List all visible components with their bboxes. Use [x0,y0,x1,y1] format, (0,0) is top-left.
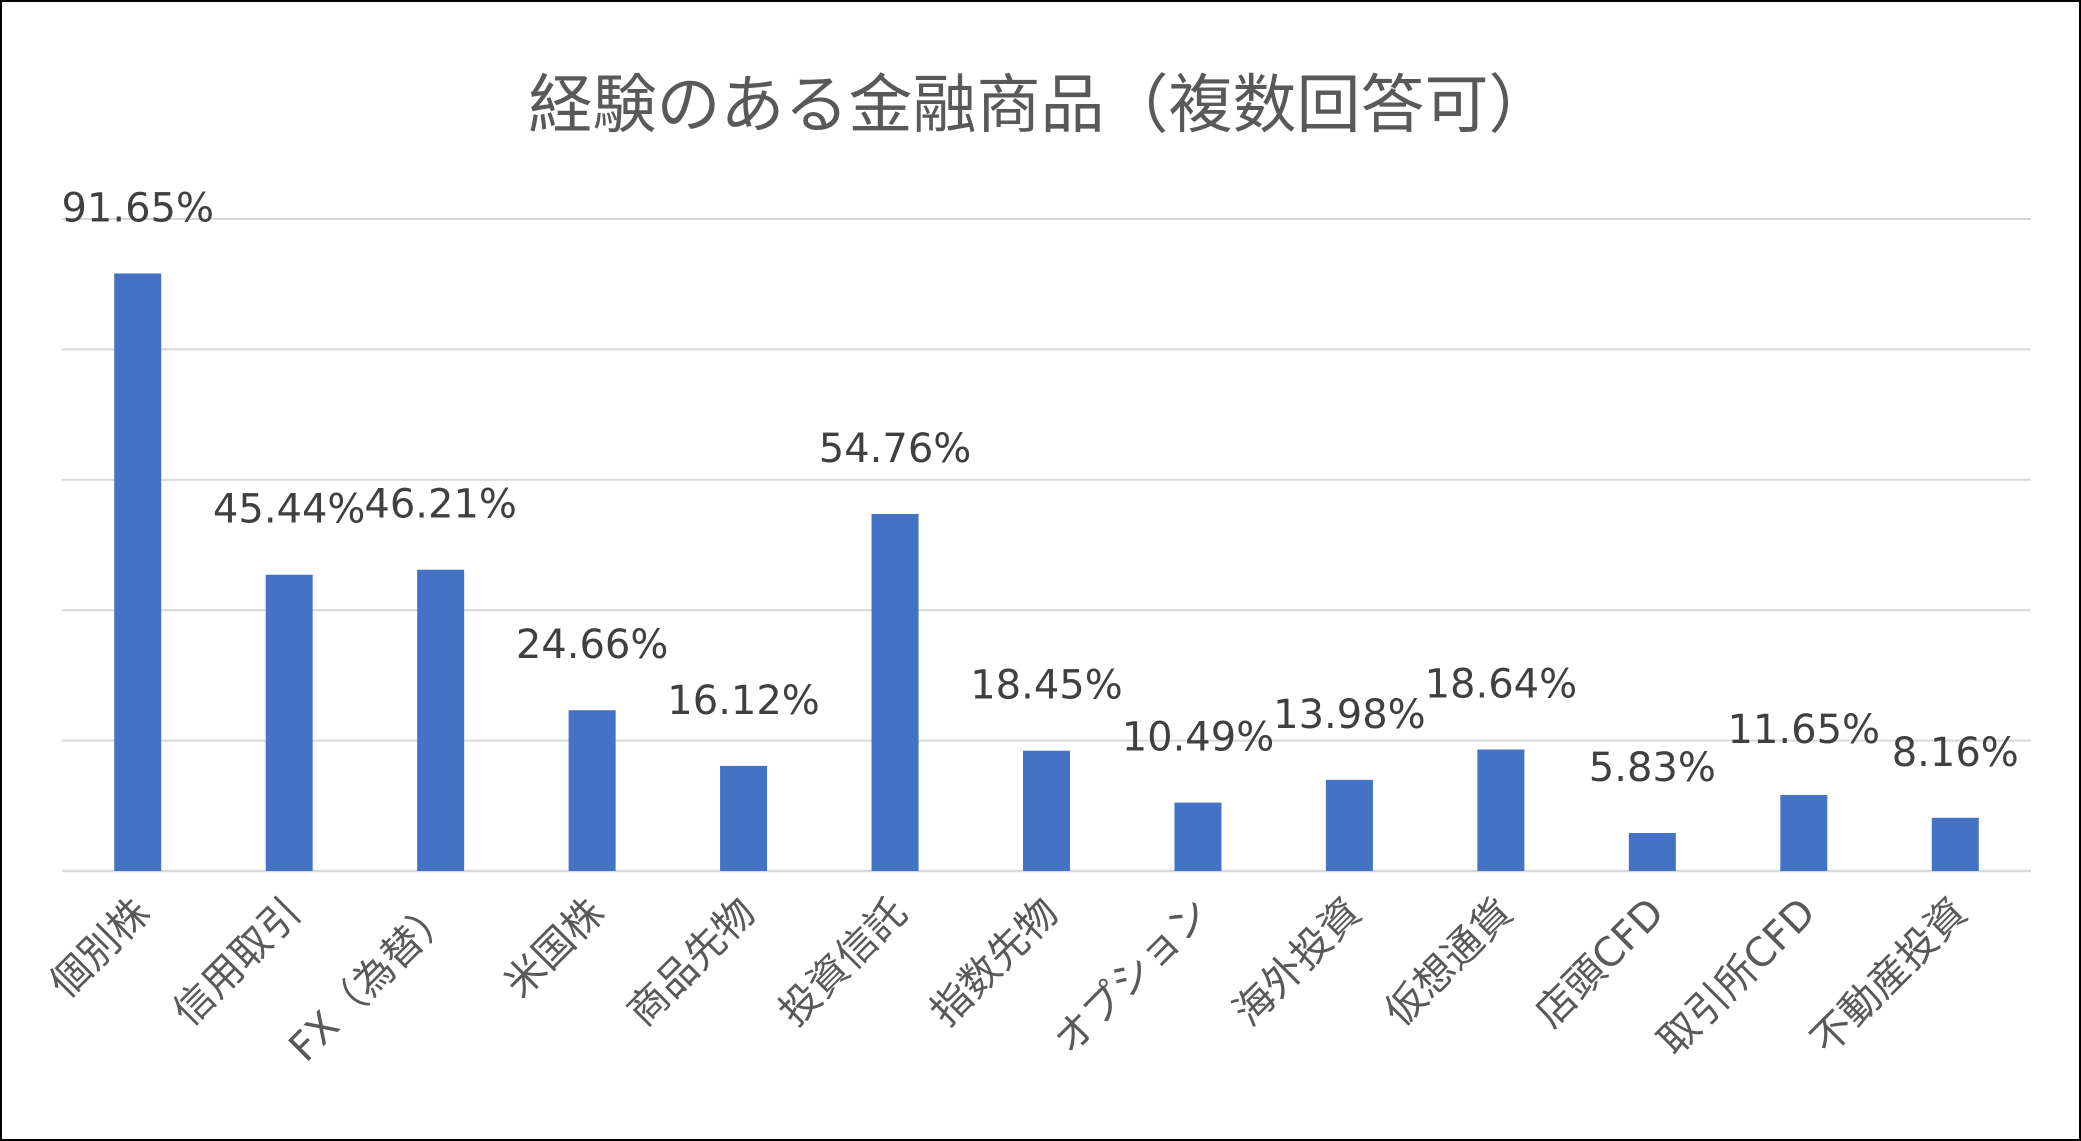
data-label: 18.45% [970,663,1123,709]
bar [720,765,768,871]
data-label: 10.49% [1122,715,1275,761]
bar [1477,749,1525,871]
x-tick-label: 投資信託 [770,890,916,1036]
data-label: 13.98% [1273,692,1426,738]
x-tick-label: FX（為替） [280,890,461,1071]
data-label: 16.12% [667,678,820,724]
data-label: 11.65% [1728,707,1881,753]
x-tick-label: 商品先物 [619,890,765,1036]
data-label: 5.83% [1589,745,1716,791]
x-tick-label: 不動産投資 [1802,890,1976,1064]
data-label: 45.44% [213,487,366,533]
data-label: 8.16% [1892,730,2019,776]
bar [871,513,919,871]
bar [1023,750,1070,871]
x-tick-label: 指数先物 [922,890,1068,1036]
bar [1931,817,1979,871]
data-label: 24.66% [516,622,669,668]
bar [265,574,313,871]
bar [1174,802,1222,871]
data-label: 54.76% [819,426,972,472]
x-tick-label: 店頭CFD [1527,890,1674,1037]
x-tick-label: 海外投資 [1225,890,1371,1036]
bar [417,569,465,871]
x-tick-label: オプション [1045,890,1219,1064]
bar [1780,795,1828,871]
bar [1325,779,1373,871]
bar [1628,832,1676,871]
x-tick-label: 取引所CFD [1650,890,1825,1065]
chart-title: 経験のある金融商品（複数回答可） [528,69,1553,143]
data-label: 18.64% [1425,661,1578,707]
data-label: 91.65% [61,185,214,231]
x-tick-label: 仮想通貨 [1376,890,1522,1036]
bar [114,273,162,871]
x-tick-label: 信用取引 [165,890,311,1036]
data-label: 46.21% [364,482,517,528]
x-tick-label: 個別株 [41,890,158,1007]
bar [568,710,616,871]
x-tick-label: 米国株 [496,890,613,1007]
